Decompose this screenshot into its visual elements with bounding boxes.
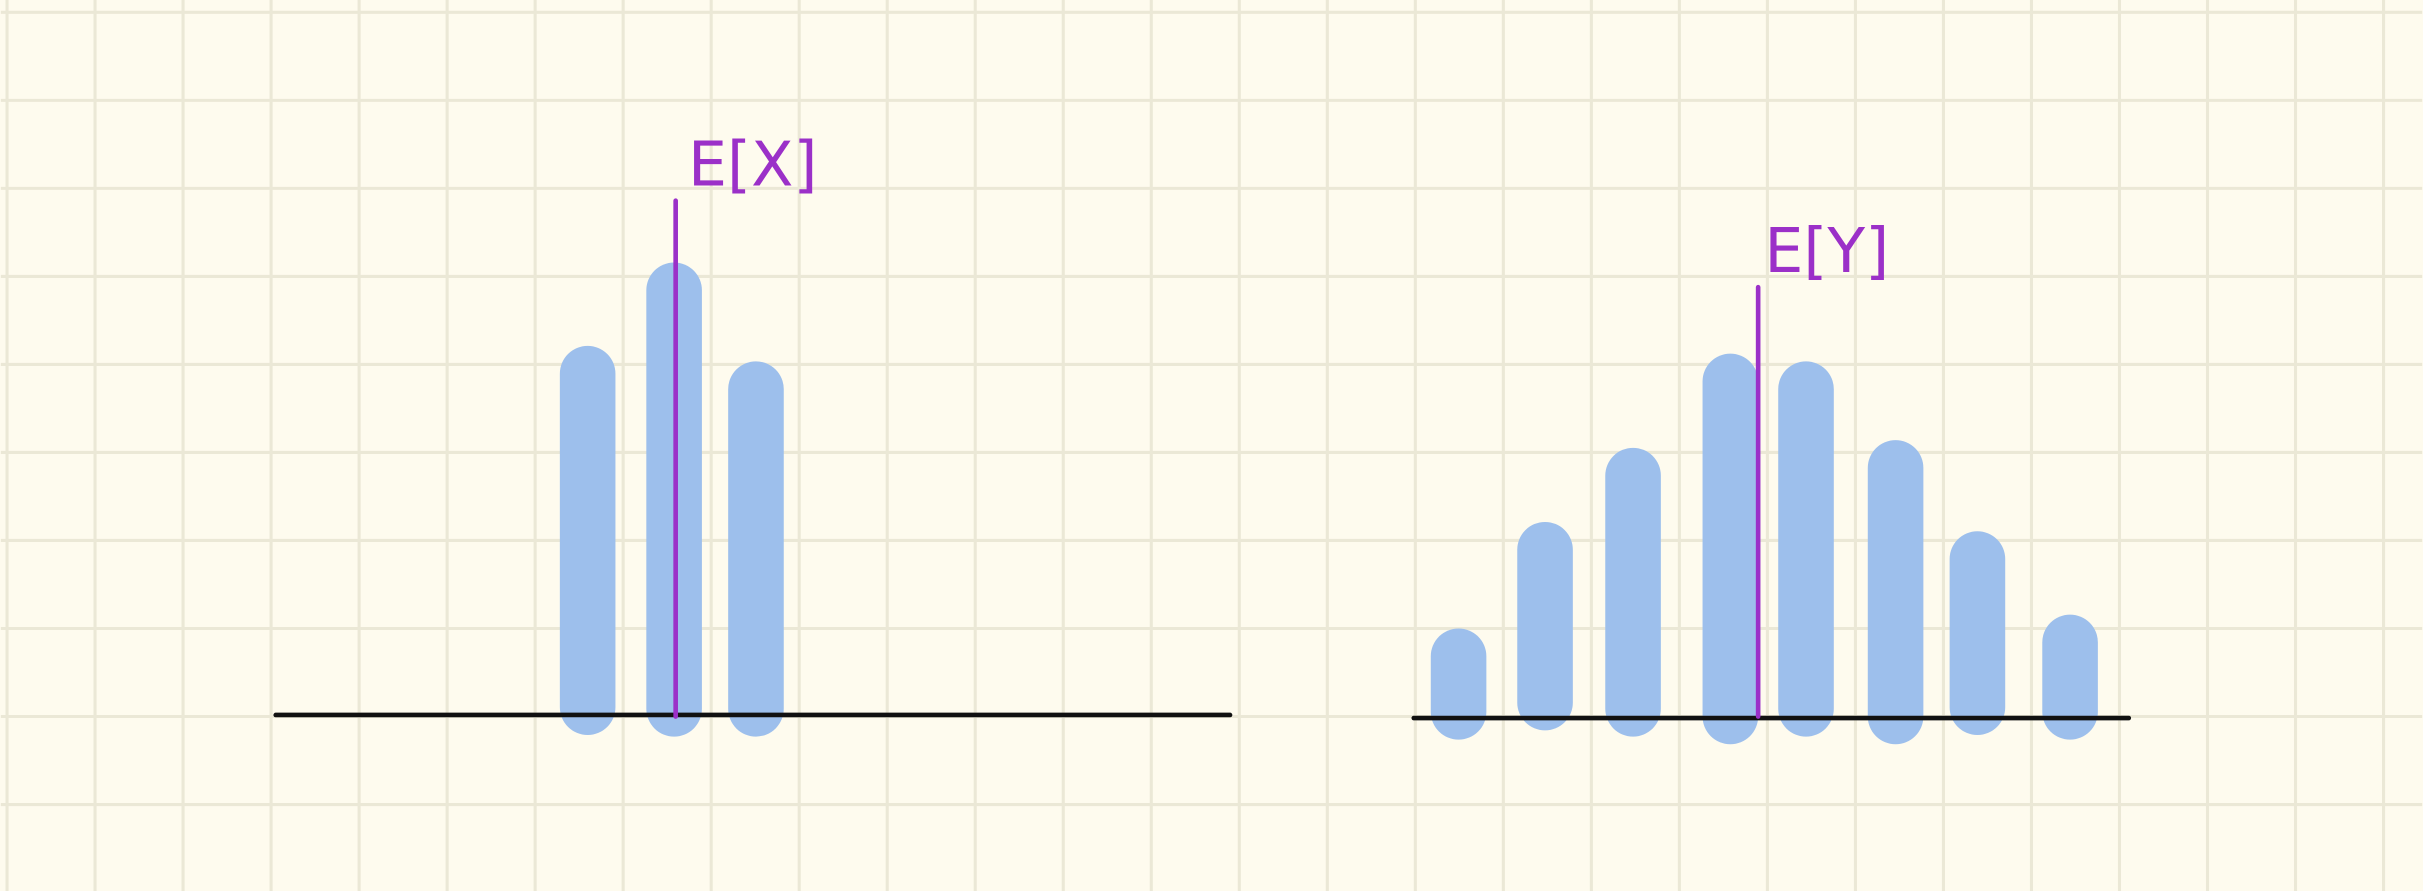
mean-label: E[X] (688, 128, 818, 200)
mean-label: E[Y] (1764, 215, 1889, 287)
right-distribution (1430, 353, 2098, 745)
